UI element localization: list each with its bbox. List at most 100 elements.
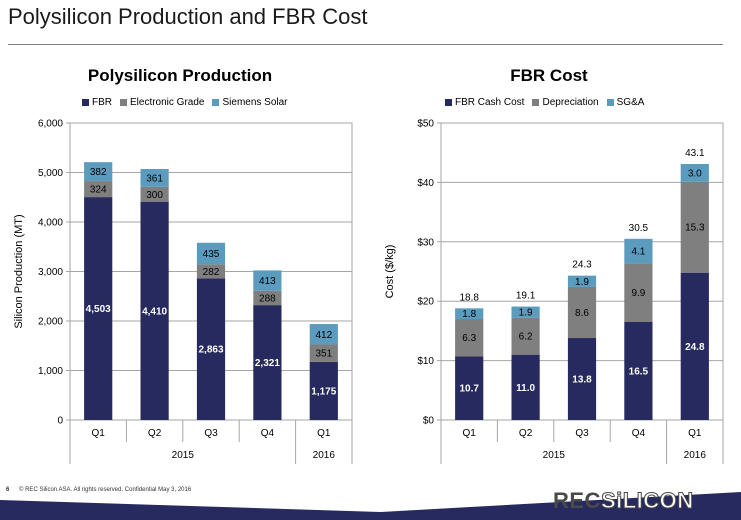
data-label: 8.6	[575, 308, 589, 319]
legend-fbr-cost: FBR Cash Cost Depreciation SG&A	[445, 97, 644, 108]
title-divider	[8, 44, 723, 45]
data-label: 351	[315, 349, 332, 360]
data-label: 2,321	[255, 358, 280, 369]
data-label: 11.0	[516, 383, 535, 394]
bar-segment	[253, 290, 282, 306]
logo-text-rec: REC	[553, 488, 601, 513]
data-label: 16.5	[629, 366, 649, 377]
y-tick-label: $30	[417, 237, 434, 248]
bar-segment	[84, 197, 113, 420]
data-label: 1,175	[311, 386, 336, 397]
total-label: 43.1	[685, 148, 705, 159]
bar-segment	[680, 163, 709, 182]
bar-segment	[511, 317, 540, 355]
bar-segment	[140, 201, 169, 420]
data-label: 412	[315, 330, 332, 341]
bar-segment	[196, 264, 226, 279]
footer: 6 © REC Silicon ASA. All rights reserved…	[6, 487, 191, 493]
page-number: 6	[6, 487, 10, 493]
chart-title-production: Polysilicon Production	[87, 66, 273, 85]
data-label: 15.3	[685, 223, 705, 234]
total-label: 19.1	[516, 291, 536, 302]
bar-segment	[680, 181, 709, 273]
legend-label: FBR	[92, 97, 112, 108]
x-group-label: 2015	[172, 450, 195, 461]
bar-segment	[455, 308, 484, 320]
legend-item-fbr: FBR	[82, 97, 112, 108]
data-label: 3.0	[688, 168, 702, 179]
bar-segment	[455, 356, 484, 420]
x-group-label: 2016	[313, 450, 336, 461]
bar-segment	[84, 181, 113, 198]
chart-production: 0 1,000 2,000 3,000 4,000 5,000 6,000 Silicon P…	[13, 119, 353, 464]
y-tick-label: $10	[417, 356, 434, 367]
bar-segment	[84, 162, 113, 182]
data-label: 413	[259, 276, 276, 287]
x-tick-label: Q1	[92, 428, 106, 439]
data-label: 435	[203, 249, 220, 260]
legend-item-fbr-cash-cost: FBR Cash Cost	[445, 97, 524, 108]
x-tick-label: Q2	[519, 428, 533, 439]
total-label: 24.3	[572, 260, 592, 271]
y-tick-label: 5,000	[38, 168, 63, 179]
slide-title: Polysilicon Production and FBR Cost	[8, 4, 368, 29]
y-tick-label: 4,000	[38, 218, 63, 229]
bar-segment	[455, 319, 484, 357]
bar-segment	[511, 306, 540, 318]
legend-swatch	[445, 99, 452, 106]
legend-swatch	[606, 99, 614, 106]
legend-swatch	[82, 99, 89, 106]
rec-silicon-logo: RECSiLICON	[553, 488, 694, 514]
bar-segment	[680, 272, 709, 420]
y-tick-label: $40	[417, 178, 434, 189]
bar-segment	[309, 324, 338, 345]
legend-item-sga: SG&A	[606, 97, 645, 108]
legend-item-siemens-solar: Siemens Solar	[212, 97, 288, 108]
total-label: 30.5	[629, 223, 649, 234]
legend-label: SG&A	[616, 97, 645, 108]
bar-segment	[567, 338, 597, 420]
bar-segment	[624, 263, 653, 322]
data-label: 324	[90, 185, 107, 196]
bar-segment	[567, 275, 597, 287]
bar-segment	[196, 242, 226, 265]
bar-segment	[567, 286, 597, 339]
bar-segment	[624, 238, 653, 264]
data-label: 6.3	[462, 333, 476, 344]
y-axis-title: Cost ($/kg)	[384, 245, 396, 299]
bar-segment	[196, 278, 226, 420]
data-label: 1.9	[575, 277, 589, 288]
x-tick-label: Q2	[148, 428, 162, 439]
bar-segment	[253, 305, 282, 420]
y-tick-label: $0	[423, 416, 435, 427]
x-group-label: 2016	[684, 450, 707, 461]
x-tick-label: Q1	[463, 428, 477, 439]
data-label: 288	[259, 293, 276, 304]
legend-swatch	[212, 99, 220, 106]
bar-segment	[309, 361, 338, 420]
bar-segment	[309, 344, 338, 362]
x-tick-label: Q1	[317, 428, 331, 439]
data-label: 300	[146, 190, 163, 201]
y-tick-label: 2,000	[38, 317, 63, 328]
chart-fbr-cost: $0 $10 $20 $30 $40 $50 Cost ($/kg) 10.7 6.3 1.8 18…	[384, 119, 724, 464]
y-tick-label: 0	[57, 416, 63, 427]
data-label: 24.8	[685, 342, 705, 353]
bar-segment	[140, 186, 169, 202]
bar-segment	[624, 321, 653, 420]
legend-label: FBR Cash Cost	[455, 97, 525, 108]
data-label: 4.1	[631, 247, 645, 258]
legend-swatch	[120, 99, 127, 106]
y-tick-label: $20	[417, 297, 434, 308]
data-label: 282	[203, 267, 220, 278]
x-tick-label: Q1	[688, 428, 702, 439]
data-label: 10.7	[459, 384, 479, 395]
y-tick-label: $50	[417, 119, 434, 130]
data-label: 2,863	[198, 345, 223, 356]
legend-label: Electronic Grade	[130, 97, 205, 108]
x-tick-label: Q4	[261, 428, 275, 439]
y-tick-label: 3,000	[38, 267, 63, 278]
data-label: 361	[146, 173, 163, 184]
legend-label: Siemens Solar	[222, 97, 288, 108]
data-label: 1.9	[519, 308, 533, 319]
